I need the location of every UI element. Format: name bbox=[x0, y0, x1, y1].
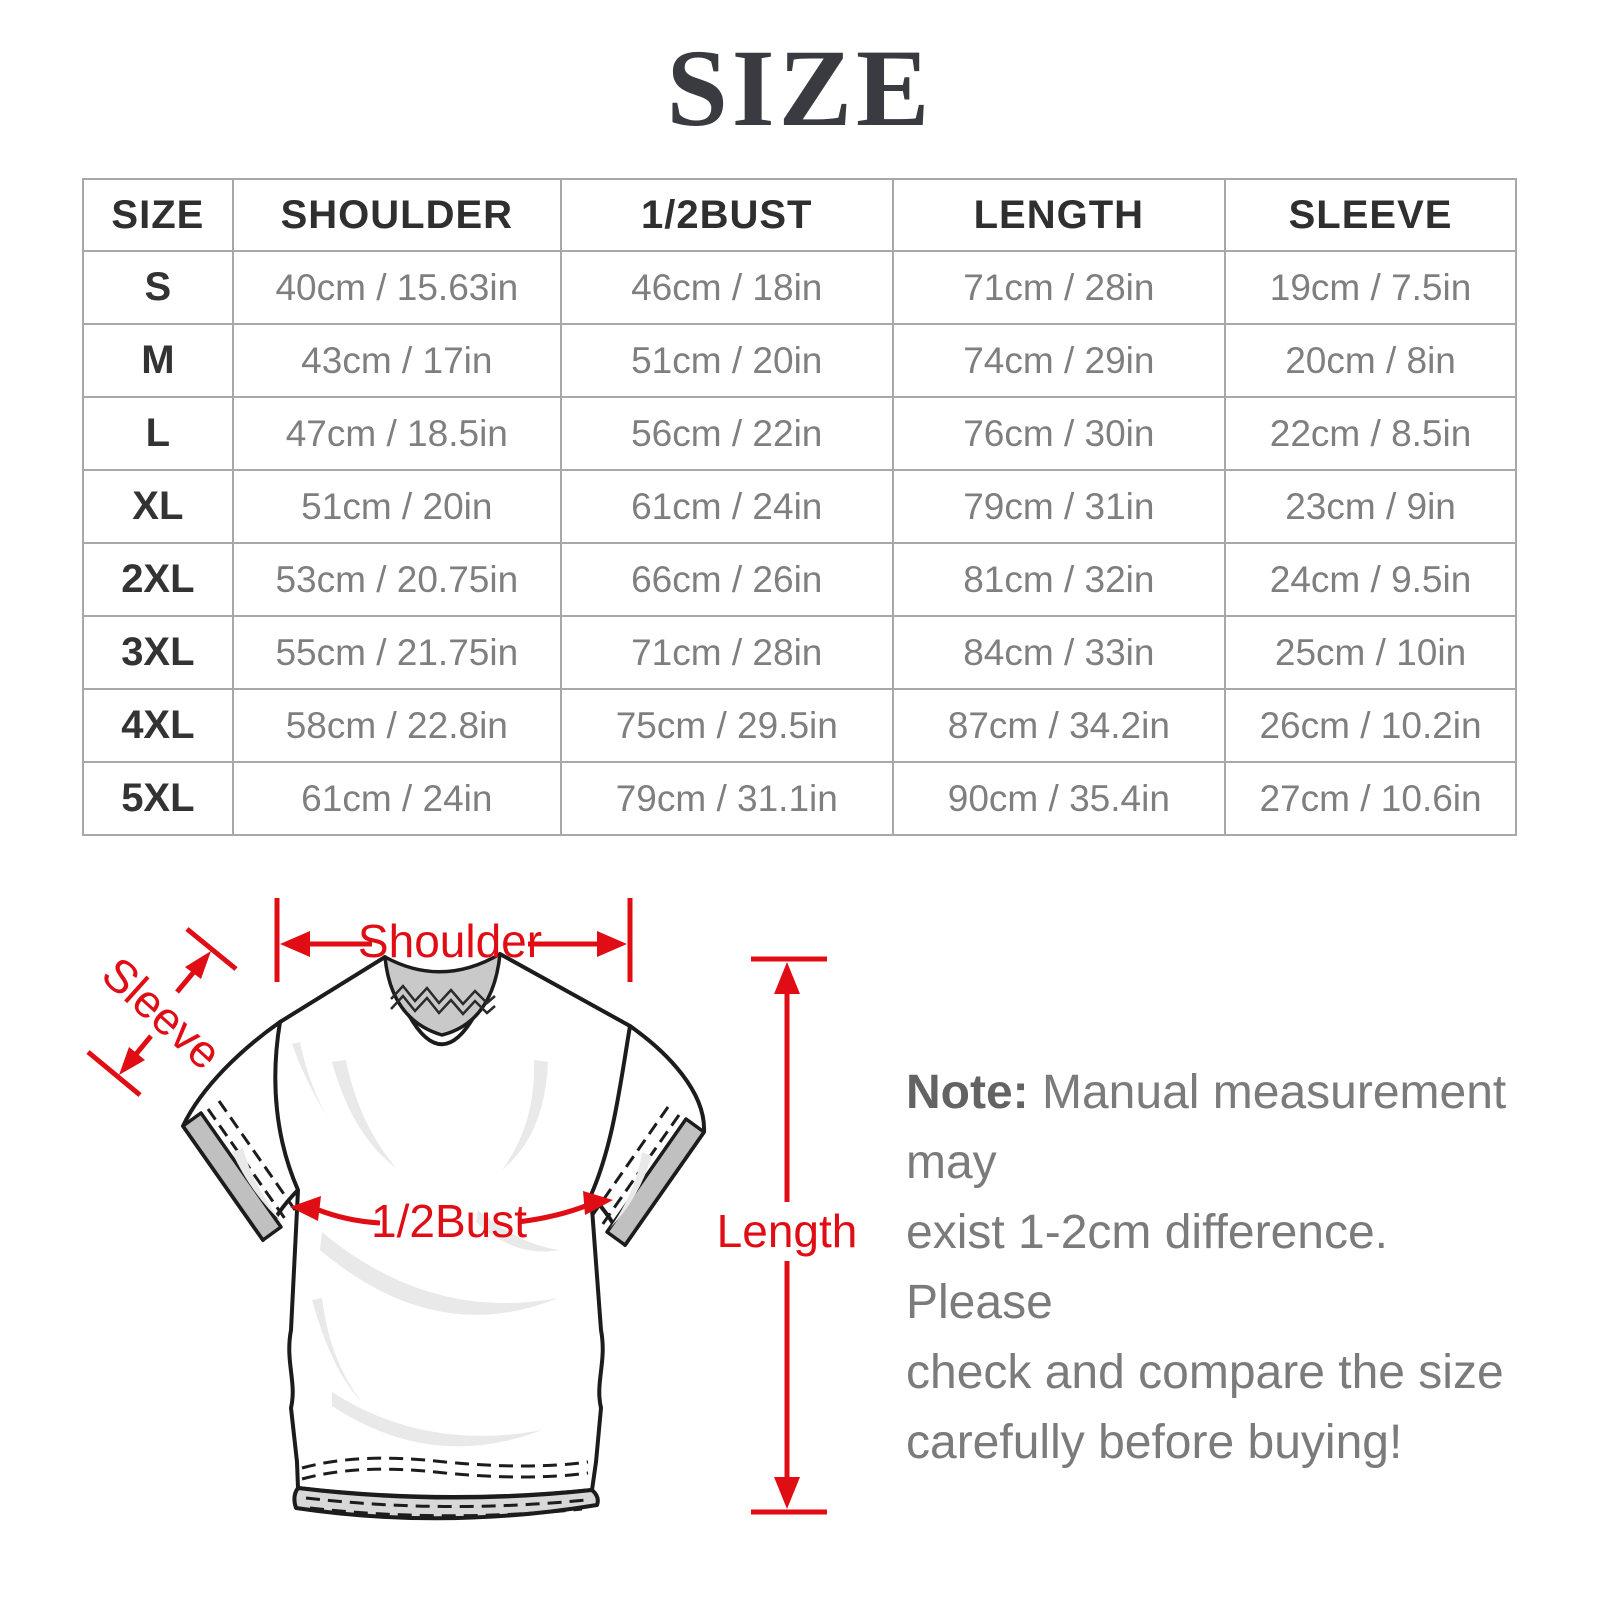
wrinkle-shading bbox=[232, 1042, 652, 1447]
measurement-cell: 61cm / 24in bbox=[559, 469, 894, 544]
measurement-cell: 46cm / 18in bbox=[559, 250, 894, 325]
measurement-cell: 74cm / 29in bbox=[891, 323, 1227, 398]
size-table: SIZE SHOULDER 1/2BUST LENGTH SLEEVE S 40cm / … bbox=[82, 178, 1517, 836]
measurement-cell: 84cm / 33in bbox=[891, 615, 1227, 690]
measurement-cell: 23cm / 9in bbox=[1224, 469, 1517, 544]
size-cell: 4XL bbox=[82, 688, 234, 763]
length-label: Length bbox=[716, 1205, 858, 1257]
measurement-cell: 87cm / 34.2in bbox=[891, 688, 1227, 763]
measurement-cell: 55cm / 21.75in bbox=[231, 615, 562, 690]
table-row-s: S 40cm / 15.63in 46cm / 18in 71cm / 28in 19c… bbox=[82, 250, 1517, 325]
table-row-xl: XL 51cm / 20in 61cm / 24in 79cm / 31in 23cm … bbox=[82, 469, 1517, 544]
size-cell: 2XL bbox=[82, 542, 234, 617]
measurement-cell: 53cm / 20.75in bbox=[231, 542, 562, 617]
note-line: Note: Manual measurement may bbox=[906, 1058, 1526, 1198]
column-header-shoulder: SHOULDER bbox=[231, 178, 562, 252]
sleeve-arrow bbox=[86, 927, 238, 1097]
page-title: SIZE bbox=[666, 27, 934, 149]
measurement-cell: 79cm / 31.1in bbox=[559, 761, 894, 836]
measurement-cell: 66cm / 26in bbox=[559, 542, 894, 617]
note-prefix: Note: bbox=[906, 1066, 1029, 1119]
table-row-4xl: 4XL 58cm / 22.8in 75cm / 29.5in 87cm / 34.2… bbox=[82, 688, 1517, 763]
measurement-cell: 51cm / 20in bbox=[231, 469, 562, 544]
measurement-cell: 71cm / 28in bbox=[559, 615, 894, 690]
size-cell: L bbox=[82, 396, 234, 471]
measurement-cell: 19cm / 7.5in bbox=[1224, 250, 1517, 325]
half-bust-label: 1/2Bust bbox=[371, 1195, 527, 1247]
size-cell: XL bbox=[82, 469, 234, 544]
measurement-cell: 79cm / 31in bbox=[891, 469, 1227, 544]
note-line: exist 1-2cm difference. Please bbox=[906, 1206, 1388, 1329]
measurement-cell: 75cm / 29.5in bbox=[559, 688, 894, 763]
measurement-cell: 81cm / 32in bbox=[891, 542, 1227, 617]
table-row-5xl: 5XL 61cm / 24in 79cm / 31.1in 90cm / 35.4in… bbox=[82, 761, 1517, 836]
column-header-size: SIZE bbox=[82, 178, 234, 252]
measurement-annotations bbox=[86, 898, 827, 1515]
hem-band bbox=[292, 1486, 600, 1521]
column-header-sleeve: SLEEVE bbox=[1224, 178, 1517, 252]
measurement-cell: 20cm / 8in bbox=[1224, 323, 1517, 398]
tshirt-collar bbox=[383, 952, 502, 1037]
note-block: Note: Manual measurement may exist 1-2cm… bbox=[906, 1058, 1526, 1478]
size-table-header-row: SIZE SHOULDER 1/2BUST LENGTH SLEEVE bbox=[82, 178, 1517, 252]
measurement-cell: 90cm / 35.4in bbox=[891, 761, 1227, 836]
measurement-cell: 24cm / 9.5in bbox=[1224, 542, 1517, 617]
shoulder-label: Shoulder bbox=[357, 915, 543, 967]
shoulder-arrow bbox=[274, 898, 633, 982]
table-row-2xl: 2XL 53cm / 20.75in 66cm / 26in 81cm / 32in 2… bbox=[82, 542, 1517, 617]
note-line-text: Manual measurement may bbox=[906, 1066, 1507, 1189]
measurement-cell: 61cm / 24in bbox=[231, 761, 562, 836]
size-cell: 3XL bbox=[82, 615, 234, 690]
table-row-m: M 43cm / 17in 51cm / 20in 74cm / 29in 20cm /… bbox=[82, 323, 1517, 398]
note-line: check and compare the size bbox=[906, 1346, 1504, 1399]
measurement-cell: 25cm / 10in bbox=[1224, 615, 1517, 690]
measurement-cell: 22cm / 8.5in bbox=[1224, 396, 1517, 471]
column-header-1-2bust: 1/2BUST bbox=[559, 178, 894, 252]
table-row-l: L 47cm / 18.5in 56cm / 22in 76cm / 30in 22cm… bbox=[82, 396, 1517, 471]
measurement-cell: 71cm / 28in bbox=[891, 250, 1227, 325]
length-arrow bbox=[751, 956, 827, 1515]
half-bust-arrow bbox=[290, 1191, 613, 1226]
measurement-cell: 76cm / 30in bbox=[891, 396, 1227, 471]
tshirt-body bbox=[232, 952, 652, 1521]
measurement-cell: 27cm / 10.6in bbox=[1224, 761, 1517, 836]
note-line: carefully before buying! bbox=[906, 1416, 1403, 1469]
table-row-3xl: 3XL 55cm / 21.75in 71cm / 28in 84cm / 33in 2… bbox=[82, 615, 1517, 690]
measurement-cell: 51cm / 20in bbox=[559, 323, 894, 398]
column-header-length: LENGTH bbox=[891, 178, 1227, 252]
size-cell: S bbox=[82, 250, 234, 325]
size-cell: 5XL bbox=[82, 761, 234, 836]
measurement-cell: 43cm / 17in bbox=[231, 323, 562, 398]
measurement-cell: 26cm / 10.2in bbox=[1224, 688, 1517, 763]
measurement-cell: 56cm / 22in bbox=[559, 396, 894, 471]
measurement-cell: 40cm / 15.63in bbox=[231, 250, 562, 325]
measurement-cell: 47cm / 18.5in bbox=[231, 396, 562, 471]
size-cell: M bbox=[82, 323, 234, 398]
measurement-cell: 58cm / 22.8in bbox=[231, 688, 562, 763]
